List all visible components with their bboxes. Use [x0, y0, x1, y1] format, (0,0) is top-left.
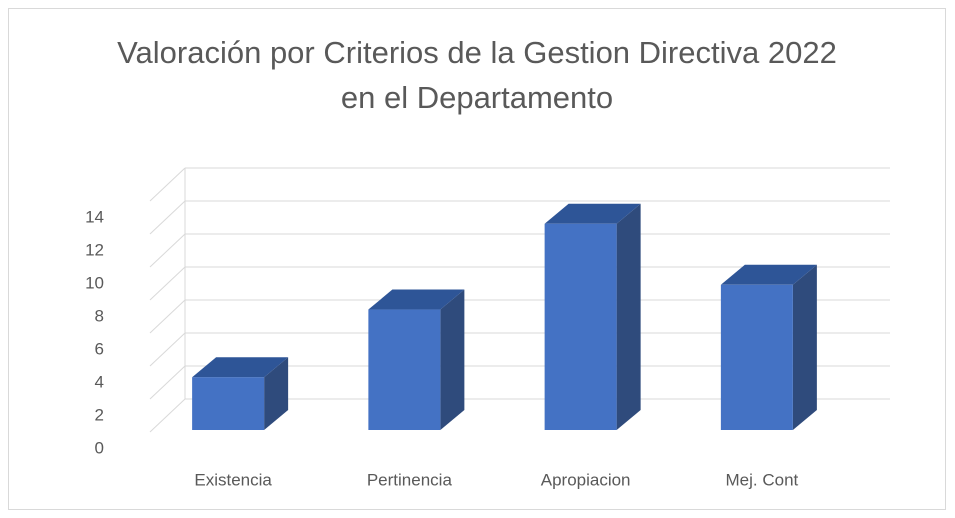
grid-line [149, 233, 186, 268]
bar-side [792, 264, 817, 430]
grid-line [149, 266, 186, 301]
y-tick-label: 12 [85, 240, 104, 259]
y-tick-label: 8 [95, 306, 104, 325]
y-tick-label: 4 [95, 372, 104, 391]
grid-line [149, 365, 186, 400]
bar [192, 377, 265, 430]
bar [368, 309, 441, 430]
y-tick-label: 14 [85, 207, 104, 226]
grid-line [149, 167, 186, 202]
grid-line [149, 332, 186, 367]
bar [544, 223, 617, 430]
x-tick-label: Mej. Cont [726, 470, 799, 489]
bar-side [616, 203, 641, 430]
y-tick-label: 0 [95, 438, 104, 457]
grid-line [149, 299, 186, 334]
x-tick-label: Existencia [194, 470, 272, 489]
x-tick-label: Apropiacion [541, 470, 631, 489]
bar-top [544, 203, 641, 224]
bar [720, 284, 793, 430]
bar-top [368, 289, 465, 310]
x-tick-label: Pertinencia [367, 470, 453, 489]
y-tick-label: 10 [85, 273, 104, 292]
bar-top [720, 264, 817, 285]
y-tick-label: 2 [95, 405, 104, 424]
y-tick-label: 6 [95, 339, 104, 358]
bar-top [192, 357, 289, 378]
chart-frame [8, 8, 946, 510]
bar-side [264, 357, 289, 430]
grid-line [149, 200, 186, 235]
bar-side [440, 289, 465, 430]
grid-line [149, 398, 186, 433]
chart-title: Valoración por Criterios de la Gestion D… [117, 35, 837, 115]
